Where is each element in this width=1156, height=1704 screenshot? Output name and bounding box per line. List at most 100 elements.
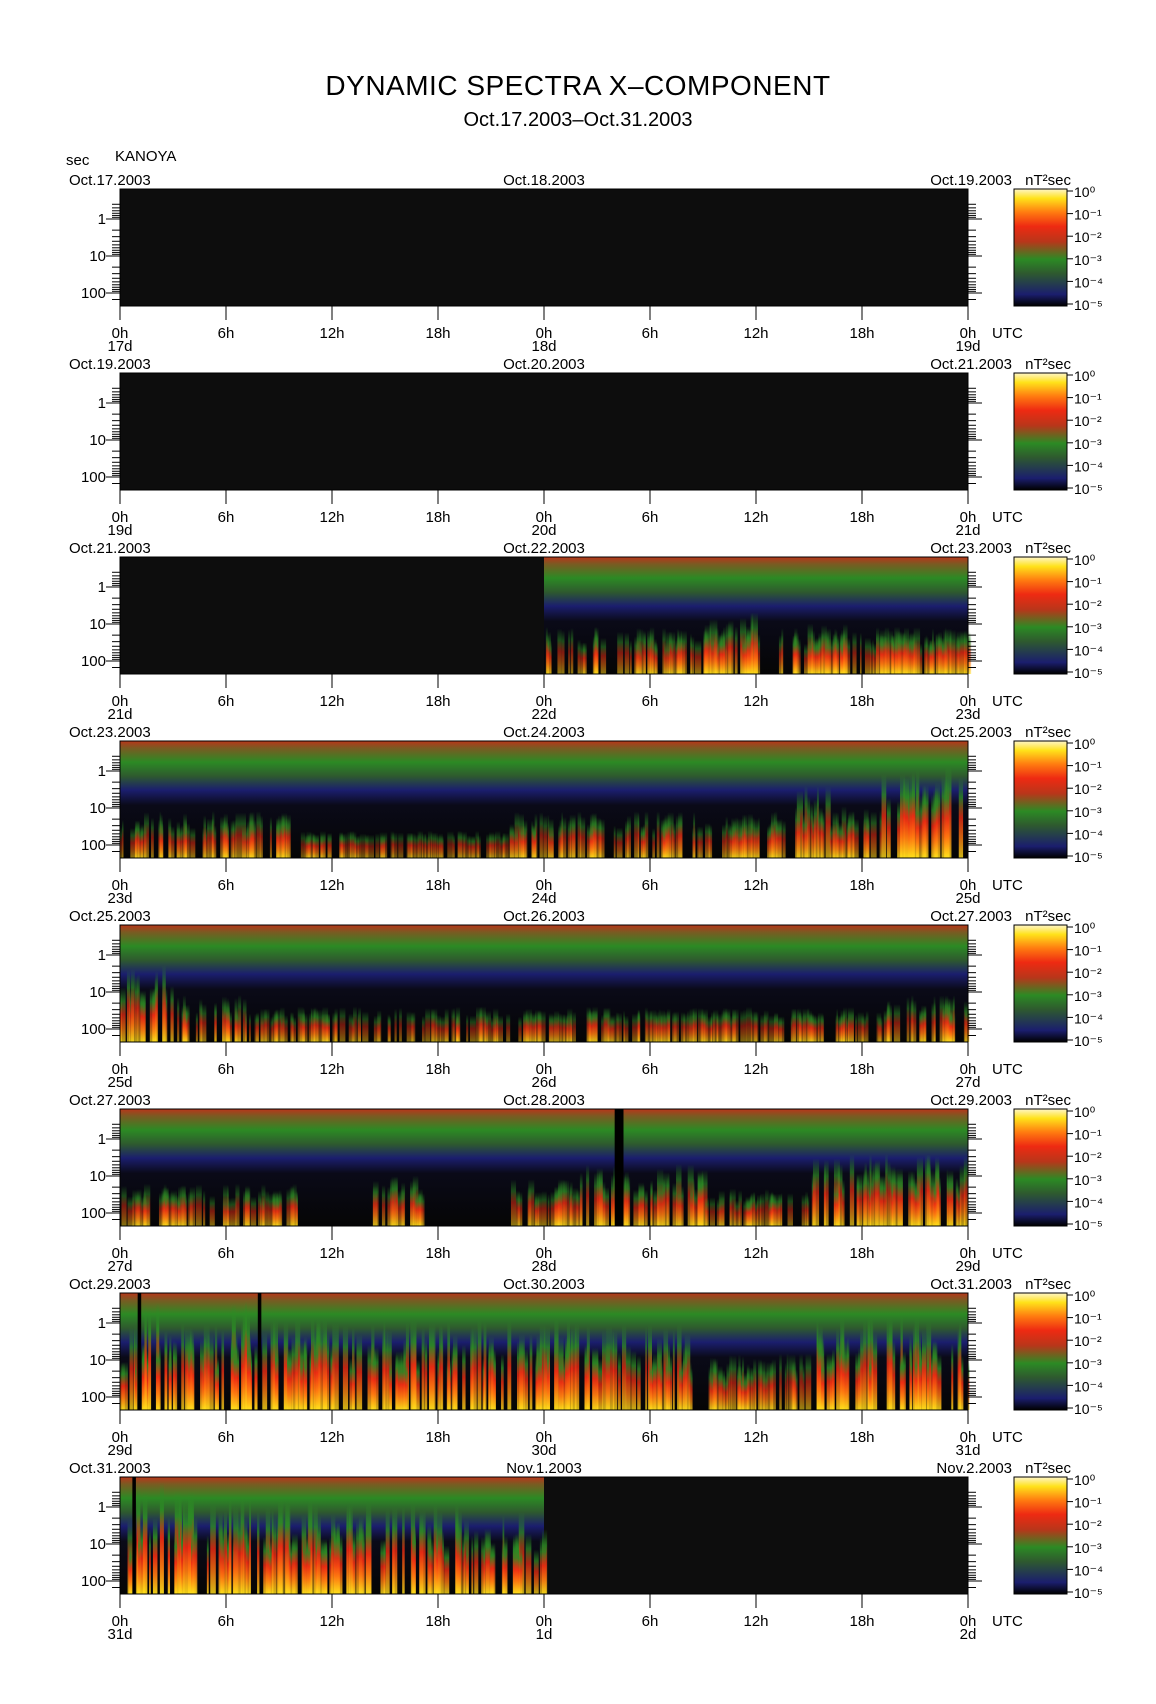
x-tick-label: 0h: [960, 1245, 977, 1262]
spectral-streak: [122, 819, 124, 858]
colorbar-tick-label: 10⁻¹: [1074, 575, 1102, 591]
panel-mid-date: Oct.18.2003: [503, 172, 585, 189]
spectral-streak: [519, 1334, 525, 1410]
panel-end-date: Oct.23.2003: [930, 540, 1012, 557]
spectral-streak: [865, 1010, 869, 1042]
spectral-streak: [348, 1013, 353, 1042]
spectral-streak: [144, 1305, 147, 1410]
panel-start-date: Oct.17.2003: [69, 172, 151, 189]
spectral-streak: [599, 818, 602, 858]
spectral-streak: [802, 1363, 805, 1410]
spectral-streak: [768, 1199, 771, 1226]
spectral-streak: [310, 1317, 315, 1410]
spectral-streak: [662, 628, 666, 674]
spectral-streak: [942, 637, 947, 674]
spectral-streak: [231, 1197, 237, 1226]
spectral-streak: [254, 1345, 258, 1410]
spectral-streak: [642, 1184, 645, 1226]
spectral-streak: [923, 1006, 927, 1042]
spectral-streak: [220, 1524, 225, 1594]
y-tick-label: 10: [89, 616, 106, 633]
spectral-streak: [858, 1347, 860, 1410]
spectral-streak: [693, 1011, 697, 1042]
spectral-streak: [672, 1329, 675, 1410]
spectral-streak: [795, 635, 798, 674]
spectral-streak: [617, 631, 624, 674]
spectral-streak: [353, 1006, 357, 1042]
y-tick-label: 100: [81, 285, 106, 302]
y-tick-label: 1: [98, 1499, 106, 1516]
x-tick-label: 12h: [319, 1061, 344, 1078]
spectral-streak: [845, 637, 851, 674]
spectral-streak: [742, 636, 747, 674]
spectral-streak: [371, 1348, 377, 1410]
spectral-streak: [708, 1366, 711, 1410]
spectral-streak: [168, 826, 175, 858]
spectral-streak: [183, 1500, 190, 1594]
spectral-streak: [203, 1324, 210, 1410]
x-tick-label: 0h: [112, 1613, 129, 1630]
x-tick-label: 0h: [112, 1061, 129, 1078]
spectral-streak: [633, 1189, 640, 1226]
spectral-streak: [817, 1015, 820, 1042]
spectral-streak: [539, 1324, 546, 1410]
day-label: 21d: [107, 706, 132, 723]
spectral-streak: [543, 815, 547, 858]
spectral-streak: [774, 1193, 781, 1226]
spectral-streak: [904, 627, 910, 674]
y-tick-label: 100: [81, 469, 106, 486]
spectral-streak: [859, 632, 862, 674]
spectral-streak: [203, 1190, 206, 1226]
spectral-streak: [447, 831, 454, 858]
colorbar-tick-label: 10⁻⁴: [1074, 1194, 1103, 1210]
spectral-streak: [909, 774, 916, 858]
spectral-streak: [292, 1533, 298, 1594]
spectral-streak: [497, 1015, 504, 1042]
spectral-streak: [812, 1015, 818, 1042]
spectral-streak: [167, 1517, 171, 1594]
spectral-streak: [923, 784, 929, 858]
spectral-streak: [779, 1353, 782, 1410]
colorbar-tick-label: 10⁻¹: [1074, 1311, 1102, 1327]
day-label: 19d: [107, 522, 132, 539]
x-tick-label: 0h: [960, 325, 977, 342]
spectral-streak: [743, 1200, 750, 1226]
x-tick-label: 12h: [319, 325, 344, 342]
y-tick-label: 1: [98, 1131, 106, 1148]
spectral-streak: [841, 641, 844, 674]
spectral-streak: [955, 1177, 959, 1226]
day-label: 2d: [960, 1626, 977, 1643]
spectra-panel: Oct.27.2003 Oct.28.2003 Oct.29.2003 nT²sec1…: [69, 1092, 1103, 1275]
spectral-streak: [848, 1011, 854, 1042]
spectral-streak: [120, 987, 126, 1042]
day-label: 29d: [107, 1442, 132, 1459]
spectral-streak: [531, 820, 534, 858]
x-tick-label: 12h: [743, 1429, 768, 1446]
spectral-streak: [250, 1196, 257, 1226]
spectral-streak: [137, 973, 140, 1042]
spectral-streak: [451, 1008, 455, 1042]
spectral-streak: [291, 1012, 294, 1042]
colorbar-unit-label: nT²sec: [1025, 1092, 1071, 1109]
spectral-streak: [654, 641, 657, 674]
spectral-streak: [382, 831, 388, 858]
spectral-streak: [729, 825, 734, 858]
spectral-streak: [586, 1164, 590, 1226]
spectral-streak: [958, 777, 964, 858]
spectral-streak: [769, 1015, 775, 1042]
spectral-streak: [237, 1513, 243, 1594]
spectral-streak: [914, 1351, 918, 1410]
spectral-streak: [769, 1193, 775, 1226]
chart-title: DYNAMIC SPECTRA X–COMPONENT: [325, 70, 831, 101]
spectral-streak: [547, 631, 551, 674]
spectral-streak: [143, 994, 146, 1042]
panel-mid-date: Oct.20.2003: [503, 356, 585, 373]
spectral-streak: [349, 1358, 356, 1410]
spectral-streak: [168, 1350, 172, 1410]
spectra-panel: Oct.23.2003 Oct.24.2003 Oct.25.2003 nT²sec1…: [69, 724, 1103, 907]
spectral-streak: [801, 1194, 807, 1226]
day-label: 22d: [531, 706, 556, 723]
spectral-streak: [341, 833, 348, 858]
spectral-streak: [690, 1184, 693, 1226]
spectral-streak: [570, 627, 574, 674]
